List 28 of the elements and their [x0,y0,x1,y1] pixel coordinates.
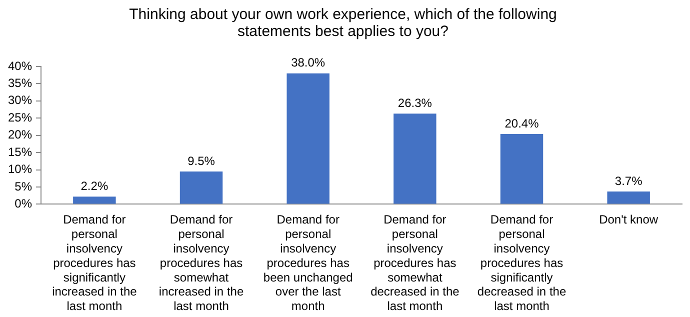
bar [180,171,223,204]
y-tick-label: 30% [8,93,32,108]
y-tick-label: 10% [8,162,32,176]
bar [394,114,436,204]
bar [500,134,544,204]
data-label: 20.4% [504,116,540,130]
y-tick-label: 5% [14,179,32,194]
bar [73,196,116,204]
y-tick-label: 15% [8,144,32,159]
data-label: 3.7% [614,174,643,188]
bar [607,191,650,204]
x-tick-label: Demand for personal insolvency procedures has somewhat decreased in the last month [370,212,460,314]
y-tick-label: 40% [8,58,32,73]
bar [286,73,330,204]
x-tick-label: Demand for personal insolvency procedures has somewhat increased in the last month [158,212,244,314]
y-tick-label: 0% [14,196,32,211]
x-tick-label: Don't know [599,212,658,227]
y-tick-label: 35% [8,76,32,90]
data-label: 9.5% [188,154,216,168]
chart-title: Thinking about your own work experience, which of the following statements best applies to you? [129,6,557,40]
x-tick-label: Demand for personal insolvency procedures has significantly increased in the last month [52,212,138,314]
data-label: 2.2% [80,178,108,193]
data-label: 38.0% [291,56,326,70]
y-tick-label: 20% [8,128,32,142]
data-label: 26.3% [398,96,432,110]
x-tick-label: Demand for personal insolvency procedures has significantly decreased in the last month [477,212,566,314]
y-tick-label: 25% [8,110,32,124]
x-tick-label: Demand for personal insolvency procedures has been unchanged over the last month [263,212,353,314]
